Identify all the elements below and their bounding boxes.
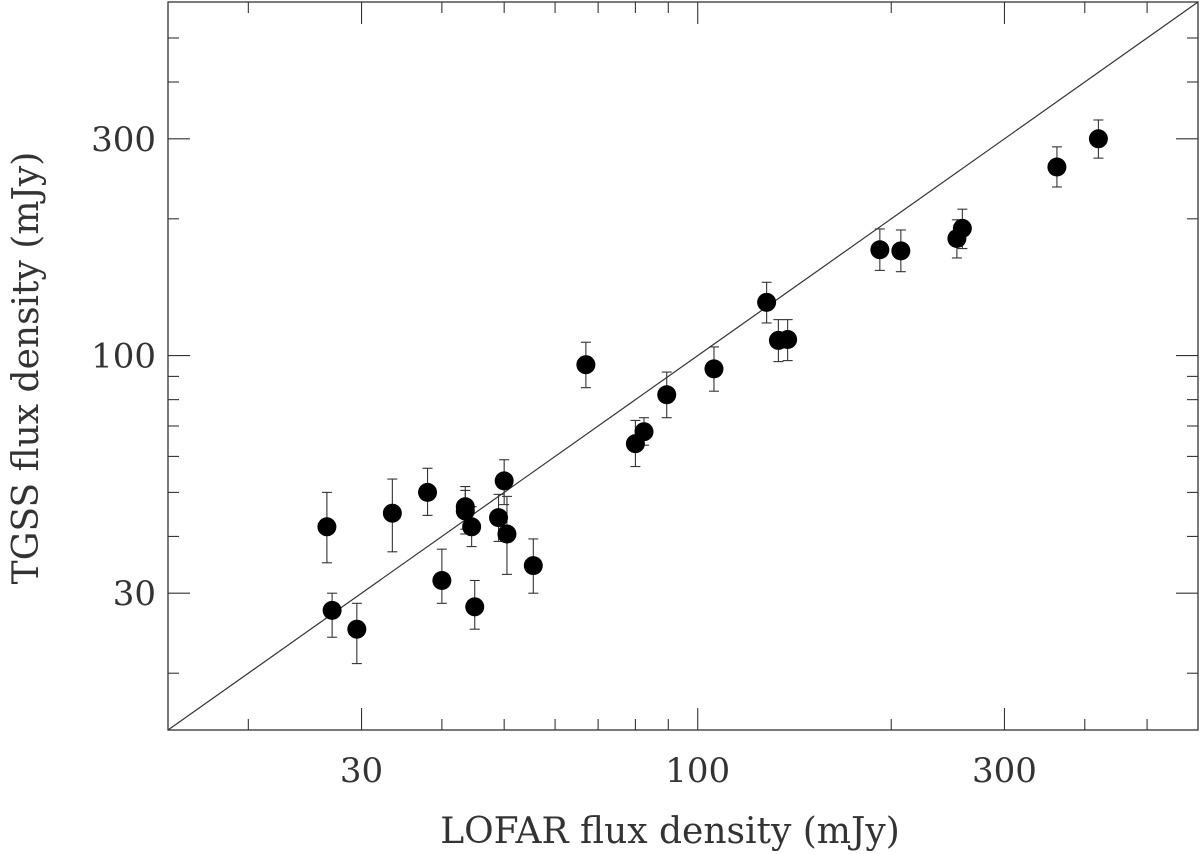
data-point [778, 330, 798, 350]
data-point [455, 501, 475, 521]
data-point [432, 570, 452, 590]
data-point [497, 524, 517, 544]
data-point [891, 241, 911, 261]
data-point [576, 355, 596, 375]
y-axis-title: TGSS flux density (mJy) [6, 152, 47, 585]
data-point [952, 218, 972, 238]
data-point [523, 556, 543, 576]
data-point [1047, 157, 1067, 177]
data-point [489, 508, 509, 528]
x-tick-label-30: 30 [340, 751, 383, 791]
data-point [704, 359, 724, 379]
x-axis-title: LOFAR flux density (mJy) [440, 811, 900, 852]
data-point [634, 422, 654, 442]
data-point [1088, 129, 1108, 149]
y-tick-label-30: 30 [113, 574, 156, 614]
data-point [757, 292, 777, 312]
y-tick-label-100: 100 [91, 337, 156, 377]
x-tick-label-300: 300 [972, 751, 1037, 791]
data-point [462, 517, 482, 537]
y-tick-label-300: 300 [91, 120, 156, 160]
data-point [494, 471, 514, 491]
axis-tick-layer [168, 2, 1198, 730]
data-point [347, 619, 367, 639]
data-point [317, 517, 337, 537]
tick-label-layer: 30 100 300 30 100 300 [91, 120, 1037, 791]
data-point [465, 597, 485, 617]
data-point [382, 503, 402, 523]
data-point [870, 240, 890, 260]
data-point [322, 600, 342, 620]
data-point-layer [317, 129, 1108, 639]
data-point [657, 385, 677, 405]
plot-frame [167, 1, 1199, 731]
data-point [418, 482, 438, 502]
x-tick-label-100: 100 [665, 751, 730, 791]
